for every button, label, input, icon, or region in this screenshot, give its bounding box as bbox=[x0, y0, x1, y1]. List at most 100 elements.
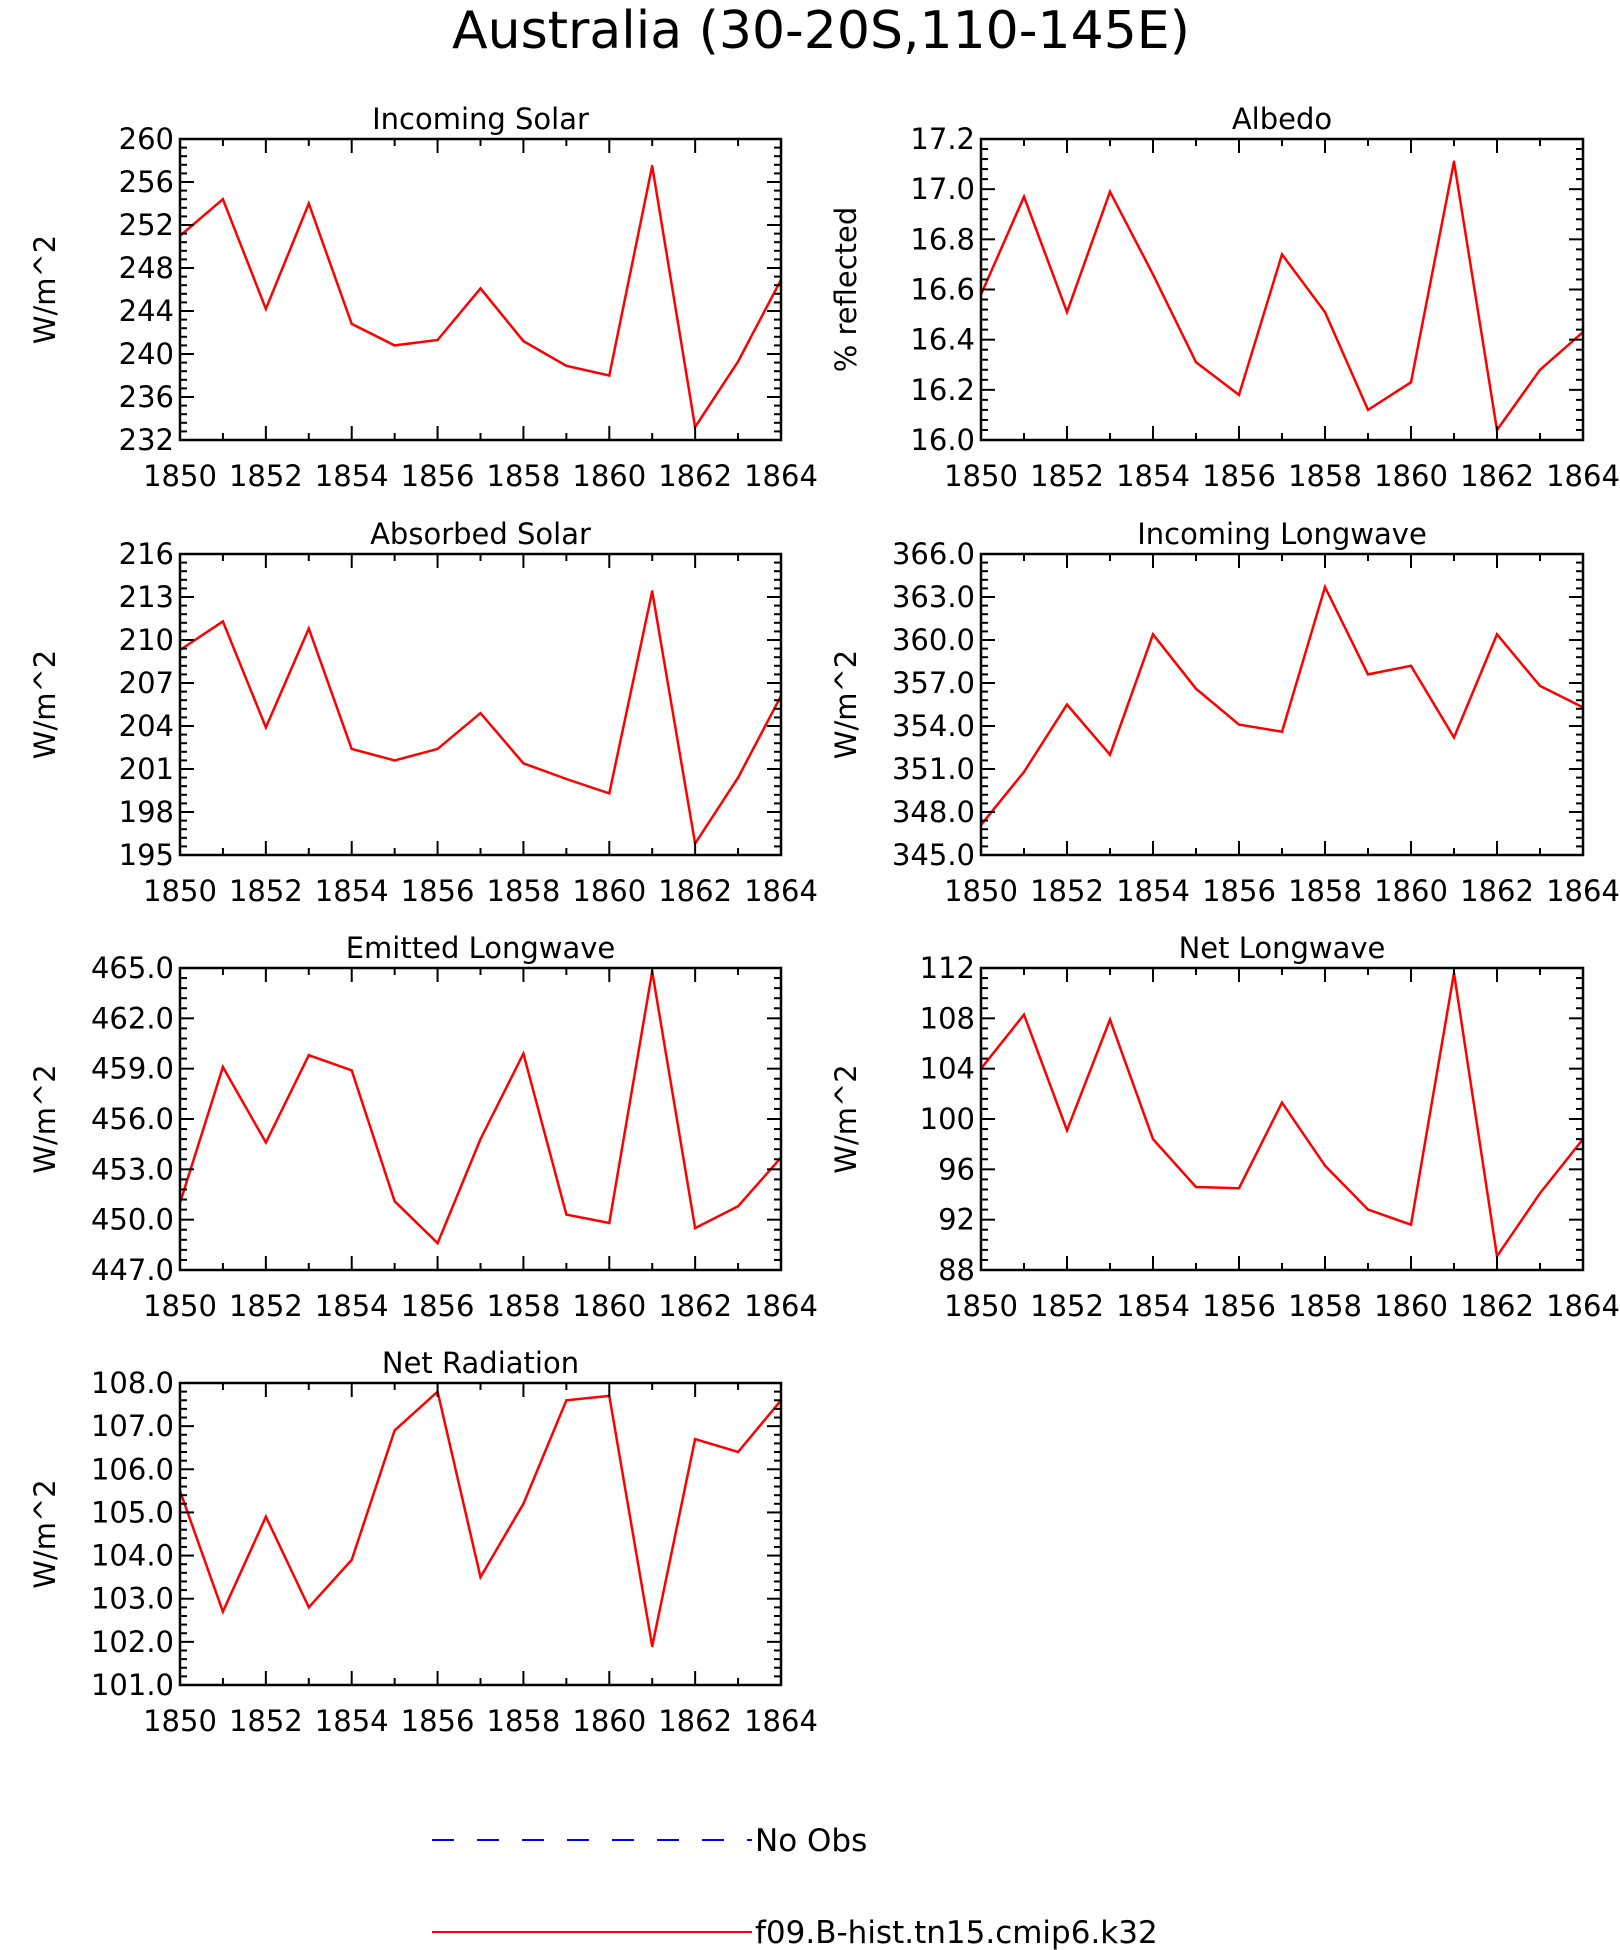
y-tick-label-net-longwave-2: 96 bbox=[938, 1152, 975, 1186]
data-point-absorbed-solar-1858 bbox=[522, 762, 525, 765]
data-point-net-longwave-1859 bbox=[1366, 1208, 1370, 1211]
y-tick-label-absorbed-solar-4: 207 bbox=[119, 666, 174, 700]
x-tick-label-incoming-solar-1860: 1860 bbox=[572, 459, 646, 493]
data-point-albedo-1863 bbox=[1538, 368, 1542, 371]
series-line-absorbed-solar bbox=[179, 591, 783, 847]
panel-incoming-longwave: 1850 1852 1854 1856 1858 1860 1862 1864 345.0 348… bbox=[829, 517, 1620, 908]
panel-title-albedo: Albedo bbox=[1232, 102, 1332, 136]
data-point-absorbed-solar-1863 bbox=[736, 776, 740, 779]
y-tick-label-net-longwave-0: 88 bbox=[938, 1253, 975, 1287]
x-tick-label-net-longwave-1862: 1862 bbox=[1460, 1289, 1534, 1323]
x-tick-label-incoming-longwave-1864: 1864 bbox=[1546, 874, 1620, 908]
x-tick-label-net-longwave-1856: 1856 bbox=[1202, 1289, 1276, 1323]
plot-frame-absorbed-solar bbox=[178, 552, 783, 857]
y-tick-label-incoming-solar-7: 260 bbox=[119, 122, 174, 156]
y-tick-label-emitted-longwave-0: 447.0 bbox=[91, 1253, 174, 1287]
data-point-emitted-longwave-1857 bbox=[479, 1137, 482, 1141]
y-tick-label-net-longwave-6: 112 bbox=[920, 951, 975, 985]
data-point-incoming-solar-1855 bbox=[393, 344, 396, 347]
data-point-incoming-longwave-1851 bbox=[1022, 770, 1026, 774]
data-point-net-longwave-1863 bbox=[1538, 1192, 1542, 1195]
data-point-absorbed-solar-1861 bbox=[651, 590, 654, 593]
data-point-albedo-1860 bbox=[1409, 381, 1413, 384]
series-line-incoming-solar bbox=[179, 165, 783, 431]
series-line-net-longwave bbox=[980, 972, 1584, 1260]
x-tick-label-absorbed-solar-1862: 1862 bbox=[658, 874, 732, 908]
data-point-net-radiation-1851 bbox=[221, 1610, 225, 1613]
x-tick-label-emitted-longwave-1860: 1860 bbox=[572, 1289, 646, 1323]
data-point-emitted-longwave-1853 bbox=[307, 1054, 310, 1057]
y-tick-label-incoming-longwave-2: 351.0 bbox=[892, 752, 975, 786]
plot-frame-emitted-longwave bbox=[178, 966, 783, 1272]
y-tick-label-incoming-solar-1: 236 bbox=[119, 380, 174, 414]
data-point-net-radiation-1863 bbox=[736, 1450, 740, 1454]
data-point-incoming-solar-1859 bbox=[565, 364, 568, 367]
panel-absorbed-solar: 1850 1852 1854 1856 1858 1860 1862 1864 195 198 20… bbox=[28, 517, 818, 908]
y-tick-label-net-radiation-0: 101.0 bbox=[91, 1668, 174, 1702]
data-point-incoming-longwave-1861 bbox=[1452, 736, 1456, 739]
x-tick-label-albedo-1852: 1852 bbox=[1030, 459, 1104, 493]
data-point-emitted-longwave-1862 bbox=[693, 1226, 697, 1230]
panel-title-absorbed-solar: Absorbed Solar bbox=[370, 517, 591, 551]
data-point-net-radiation-1853 bbox=[307, 1606, 310, 1609]
data-point-net-radiation-1859 bbox=[565, 1399, 568, 1402]
y-axis-label-albedo: % reflected bbox=[829, 207, 863, 373]
plot-frame-incoming-longwave bbox=[979, 552, 1585, 857]
x-tick-label-albedo-1854: 1854 bbox=[1116, 459, 1190, 493]
x-tick-label-incoming-longwave-1852: 1852 bbox=[1030, 874, 1104, 908]
y-tick-label-incoming-solar-3: 244 bbox=[119, 294, 174, 328]
figure-title: Australia (30-20S,110-145E) bbox=[452, 1, 1190, 61]
plot-frame-net-radiation bbox=[178, 1381, 783, 1687]
y-tick-label-albedo-4: 16.8 bbox=[910, 222, 975, 256]
x-tick-label-absorbed-solar-1864: 1864 bbox=[744, 874, 818, 908]
x-tick-label-net-longwave-1860: 1860 bbox=[1374, 1289, 1448, 1323]
x-tick-label-net-radiation-1862: 1862 bbox=[658, 1704, 732, 1738]
data-point-emitted-longwave-1858 bbox=[522, 1052, 525, 1055]
panel-net-longwave: 1850 1852 1854 1856 1858 1860 1862 1864 88 92 96 10… bbox=[829, 931, 1620, 1323]
x-tick-label-incoming-solar-1854: 1854 bbox=[315, 459, 389, 493]
data-point-incoming-solar-1853 bbox=[307, 202, 310, 205]
y-tick-label-incoming-longwave-3: 354.0 bbox=[892, 709, 975, 743]
x-tick-label-net-radiation-1852: 1852 bbox=[229, 1704, 303, 1738]
y-axis-label-incoming-longwave: W/m^2 bbox=[829, 650, 863, 759]
x-tick-label-net-longwave-1852: 1852 bbox=[1030, 1289, 1104, 1323]
panel-title-incoming-solar: Incoming Solar bbox=[372, 102, 589, 136]
y-tick-label-absorbed-solar-3: 204 bbox=[119, 709, 174, 743]
y-tick-label-emitted-longwave-4: 459.0 bbox=[91, 1052, 174, 1086]
y-tick-label-albedo-6: 17.2 bbox=[910, 122, 975, 156]
data-point-albedo-1853 bbox=[1108, 190, 1112, 193]
data-point-incoming-solar-1861 bbox=[651, 164, 654, 168]
data-point-albedo-1858 bbox=[1323, 310, 1327, 314]
x-tick-label-incoming-solar-1864: 1864 bbox=[744, 459, 818, 493]
x-tick-label-net-radiation-1854: 1854 bbox=[315, 1704, 389, 1738]
y-axis-label-absorbed-solar: W/m^2 bbox=[28, 650, 62, 759]
data-point-emitted-longwave-1859 bbox=[565, 1213, 568, 1216]
data-point-incoming-solar-1860 bbox=[608, 374, 611, 377]
y-tick-label-net-radiation-6: 107.0 bbox=[91, 1409, 174, 1443]
data-point-net-longwave-1852 bbox=[1065, 1129, 1069, 1132]
data-point-incoming-longwave-1860 bbox=[1409, 664, 1413, 667]
x-tick-label-incoming-solar-1852: 1852 bbox=[229, 459, 303, 493]
y-tick-label-absorbed-solar-5: 210 bbox=[119, 623, 174, 657]
y-tick-label-emitted-longwave-1: 450.0 bbox=[91, 1203, 174, 1237]
y-tick-label-albedo-3: 16.6 bbox=[910, 273, 975, 307]
y-tick-label-absorbed-solar-1: 198 bbox=[119, 795, 174, 829]
data-point-albedo-1861 bbox=[1452, 160, 1456, 163]
x-tick-label-incoming-longwave-1850: 1850 bbox=[944, 874, 1018, 908]
data-point-incoming-solar-1858 bbox=[522, 339, 525, 343]
panel-emitted-longwave: 1850 1852 1854 1856 1858 1860 1862 1864 447.0 450… bbox=[28, 931, 818, 1323]
data-point-absorbed-solar-1851 bbox=[221, 620, 225, 623]
data-point-albedo-1857 bbox=[1280, 253, 1284, 256]
x-tick-label-emitted-longwave-1856: 1856 bbox=[401, 1289, 475, 1323]
x-tick-label-albedo-1856: 1856 bbox=[1202, 459, 1276, 493]
data-point-albedo-1855 bbox=[1194, 361, 1198, 364]
x-tick-label-emitted-longwave-1858: 1858 bbox=[487, 1289, 561, 1323]
data-point-emitted-longwave-1856 bbox=[436, 1242, 439, 1245]
x-tick-label-incoming-longwave-1858: 1858 bbox=[1288, 874, 1362, 908]
y-tick-label-emitted-longwave-5: 462.0 bbox=[91, 1001, 174, 1035]
data-point-incoming-longwave-1863 bbox=[1538, 684, 1542, 688]
x-tick-label-net-longwave-1850: 1850 bbox=[944, 1289, 1018, 1323]
x-tick-label-net-longwave-1854: 1854 bbox=[1116, 1289, 1190, 1323]
data-point-albedo-1852 bbox=[1065, 310, 1069, 314]
y-tick-label-albedo-0: 16.0 bbox=[910, 423, 975, 457]
